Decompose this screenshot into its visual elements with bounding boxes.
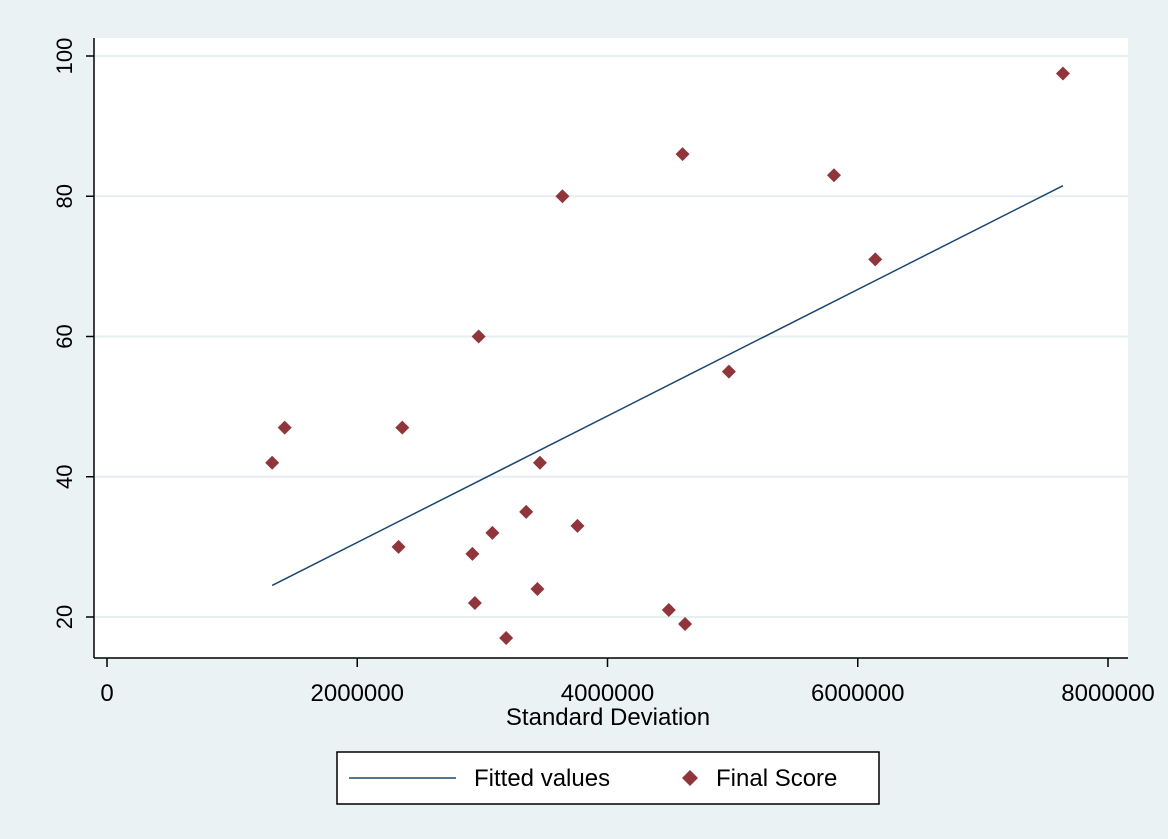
final-score-point [678,617,693,632]
fitted-values-line [271,185,1064,587]
final-score-point [555,189,570,204]
final-score-point [265,455,280,470]
x-tick-label: 0 [100,680,113,707]
y-tick-label: 100 [52,38,77,75]
legend-diamond-icon [682,770,698,786]
y-tick-label: 20 [52,605,77,629]
final-score-point [277,420,292,435]
series-layer [265,66,1070,646]
grid-lines [95,55,1128,618]
x-axis-label: Standard Deviation [506,704,710,731]
plot-area [94,38,1128,658]
x-ticks: 0 2000000 4000000 6000000 8000000 [100,658,1155,707]
x-tick-label: 8000000 [1061,680,1154,707]
x-tick-label: 6000000 [811,680,904,707]
x-tick-label: 4000000 [561,680,654,707]
final-score-point [465,546,480,561]
legend-label-final-score: Final Score [716,765,837,792]
final-score-point [721,364,736,379]
final-score-point [661,602,676,617]
legend-label-fitted: Fitted values [474,765,610,792]
final-score-point [570,518,585,533]
y-tick-label: 80 [52,184,77,208]
final-score-point [499,631,514,646]
final-score-point [519,504,534,519]
final-score-point [485,525,500,540]
y-tick-label: 60 [52,324,77,348]
y-ticks: 20 40 60 80 100 [52,38,94,629]
final-score-point [675,147,690,162]
y-tick-label: 40 [52,465,77,489]
final-score-point [530,581,545,596]
final-score-point [395,420,410,435]
legend: Fitted values Final Score [336,751,880,805]
x-tick-label: 2000000 [311,680,404,707]
final-score-point [532,455,547,470]
final-score-point [471,329,486,344]
final-score-point [826,168,841,183]
final-score-point [391,539,406,554]
final-score-point [868,252,883,267]
final-score-point [1055,66,1070,81]
final-score-point [467,595,482,610]
